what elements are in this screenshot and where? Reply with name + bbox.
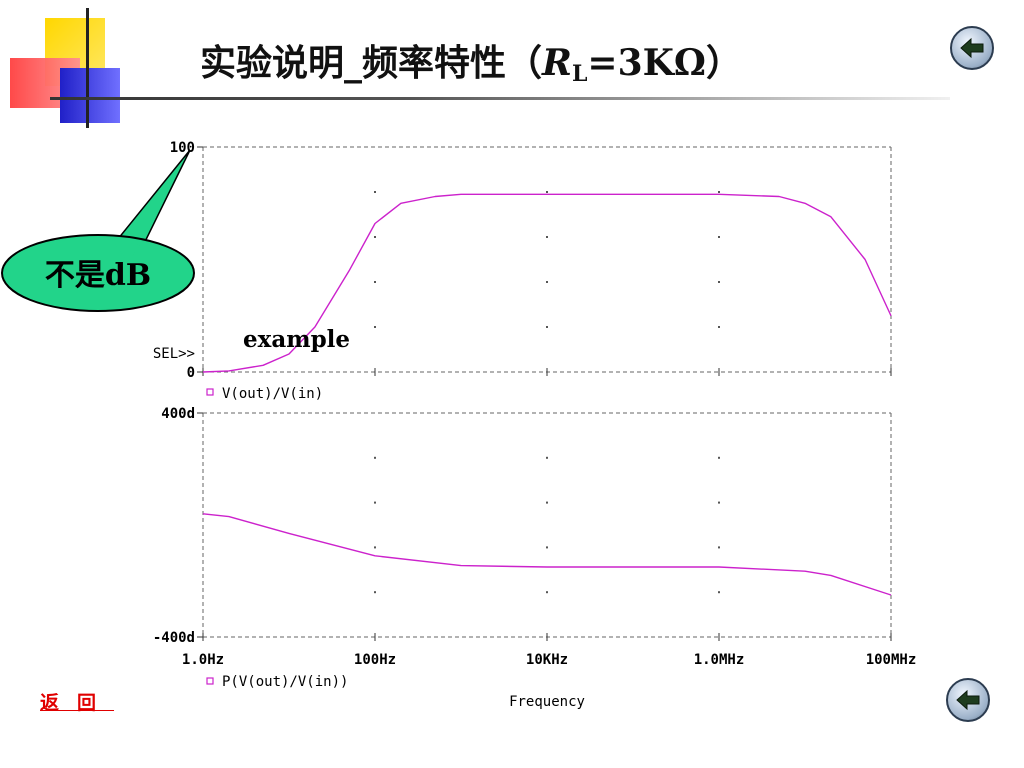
grid-dot — [374, 546, 376, 549]
title-underline — [50, 97, 950, 100]
grid-dot — [546, 546, 548, 549]
grid-dot — [546, 236, 548, 238]
grid-dot — [374, 456, 376, 459]
grid-dot — [546, 501, 548, 504]
y-tick-label: 400d — [161, 406, 195, 422]
return-link[interactable]: 返回 — [40, 692, 115, 714]
grid-dot — [718, 591, 720, 594]
x-axis-label: Frequency — [509, 694, 585, 710]
x-tick-label: 1.0Hz — [182, 652, 224, 668]
legend-marker — [206, 388, 214, 396]
series-line-magnitude — [202, 193, 892, 373]
legend-label: P(V(out)/V(in)) — [222, 674, 348, 690]
grid-dot — [374, 326, 376, 328]
grid-dot — [374, 501, 376, 504]
grid-dot — [718, 236, 720, 238]
back-arrow-icon — [960, 37, 984, 59]
grid-dot — [546, 456, 548, 459]
title-main: 实验说明_频率特性（ — [200, 42, 543, 84]
grid-dot — [718, 281, 720, 283]
grid-dot — [374, 236, 376, 238]
x-tick-label: 100Hz — [354, 652, 396, 668]
example-label: example — [243, 326, 350, 353]
callout-joint — [112, 240, 140, 262]
grid-dot — [374, 191, 376, 193]
back-arrow-icon — [956, 689, 980, 711]
grid-dot — [546, 191, 548, 193]
grid-dot — [374, 281, 376, 283]
grid-dot — [374, 591, 376, 594]
grid-dot — [718, 501, 720, 504]
title-subscript: L — [571, 61, 588, 87]
selector-label: SEL>> — [153, 346, 195, 362]
callout-bubble — [1, 234, 195, 312]
y-tick-label: 0 — [187, 365, 195, 381]
series-line-phase — [202, 513, 892, 596]
grid-dot — [718, 456, 720, 459]
decor-blue-block — [60, 68, 120, 123]
back-nav-button-bottom[interactable] — [946, 678, 990, 722]
x-tick-label: 10KHz — [526, 652, 568, 668]
grid-dot — [546, 326, 548, 328]
y-tick-label: -400d — [153, 630, 195, 646]
grid-dot — [718, 191, 720, 193]
legend-marker — [206, 677, 214, 685]
page-title: 实验说明_频率特性（RL=3KΩ） — [200, 34, 742, 87]
x-tick-label: 100MHz — [866, 652, 917, 668]
grid-dot — [718, 326, 720, 328]
title-r: R — [542, 42, 572, 84]
grid-dot — [546, 281, 548, 283]
back-nav-button-top[interactable] — [950, 26, 994, 70]
decor-vertical-line — [86, 8, 89, 128]
grid-dot — [546, 591, 548, 594]
y-tick-label: 100 — [170, 140, 195, 156]
title-rest: =3KΩ） — [587, 42, 742, 84]
x-tick-label: 1.0MHz — [694, 652, 745, 668]
callout-label: 不是dB — [45, 258, 151, 293]
grid-dot — [718, 546, 720, 549]
legend-label: V(out)/V(in) — [222, 386, 323, 402]
